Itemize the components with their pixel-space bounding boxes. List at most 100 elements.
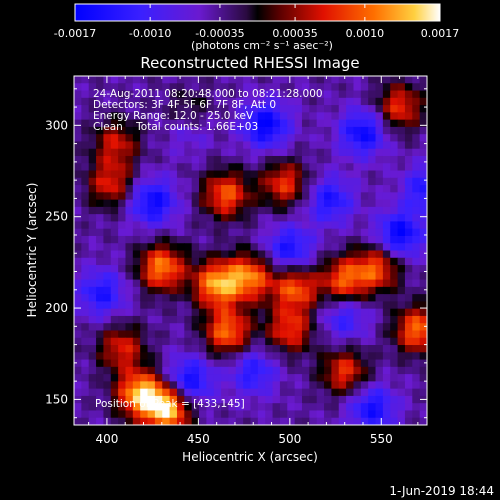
heatmap-cell bbox=[147, 105, 156, 113]
heatmap-cell bbox=[96, 315, 105, 324]
heatmap-cell bbox=[184, 112, 193, 121]
heatmap-cell bbox=[110, 76, 119, 84]
heatmap-cell bbox=[265, 410, 274, 419]
heatmap-cell bbox=[176, 315, 185, 324]
heatmap-cell bbox=[213, 170, 222, 179]
heatmap-cell bbox=[88, 286, 97, 295]
heatmap-cell bbox=[375, 345, 384, 353]
heatmap-cell bbox=[301, 366, 310, 375]
heatmap-cell bbox=[375, 163, 384, 172]
heatmap-cell bbox=[235, 214, 244, 223]
heatmap-cell bbox=[162, 155, 171, 164]
heatmap-cell bbox=[316, 199, 325, 208]
heatmap-cell bbox=[419, 345, 427, 353]
heatmap-cell bbox=[162, 337, 171, 346]
heatmap-cell bbox=[199, 286, 207, 295]
heatmap-cell bbox=[125, 126, 134, 135]
heatmap-cell bbox=[191, 119, 200, 128]
heatmap-cell bbox=[147, 388, 156, 397]
heatmap-cell bbox=[360, 243, 369, 252]
heatmap-cell bbox=[316, 366, 325, 375]
heatmap-cell bbox=[346, 345, 355, 353]
heatmap-cell bbox=[309, 221, 318, 230]
heatmap-cell bbox=[228, 388, 237, 397]
heatmap-cell bbox=[221, 199, 230, 208]
heatmap-cell bbox=[96, 410, 105, 419]
heatmap-cell bbox=[74, 323, 82, 332]
heatmap-cell bbox=[206, 185, 215, 193]
heatmap-cell bbox=[125, 155, 134, 164]
heatmap-cell bbox=[199, 359, 207, 368]
heatmap-cell bbox=[176, 119, 185, 128]
heatmap-cell bbox=[213, 381, 222, 390]
heatmap-cell bbox=[191, 417, 200, 425]
heatmap-cell bbox=[279, 126, 288, 135]
heatmap-cell bbox=[199, 170, 207, 179]
heatmap-cell bbox=[169, 403, 178, 412]
heatmap-cell bbox=[265, 272, 274, 281]
heatmap-cell bbox=[110, 279, 119, 288]
heatmap-cell bbox=[250, 381, 259, 390]
heatmap-cell bbox=[81, 352, 90, 361]
heatmap-cell bbox=[176, 141, 185, 150]
heatmap-cell bbox=[184, 337, 193, 346]
heatmap-cell bbox=[287, 308, 296, 317]
heatmap-cell bbox=[154, 315, 163, 324]
heatmap-cell bbox=[294, 352, 303, 361]
heatmap-cell bbox=[360, 90, 369, 99]
heatmap-cell bbox=[368, 192, 377, 201]
heatmap-cell bbox=[147, 221, 156, 230]
heatmap-cell bbox=[250, 286, 259, 295]
heatmap-cell bbox=[191, 134, 200, 143]
heatmap-cell bbox=[88, 170, 97, 179]
heatmap-cell bbox=[353, 134, 362, 143]
heatmap-cell bbox=[412, 366, 421, 375]
heatmap-cell bbox=[382, 286, 391, 295]
heatmap-cell bbox=[279, 105, 288, 113]
heatmap-cell bbox=[397, 272, 406, 281]
heatmap-cell bbox=[206, 272, 215, 281]
heatmap-cell bbox=[132, 163, 141, 172]
heatmap-cell bbox=[368, 177, 377, 186]
heatmap-cell bbox=[162, 374, 171, 382]
heatmap-cell bbox=[191, 90, 200, 99]
heatmap-cell bbox=[360, 141, 369, 150]
heatmap-cell bbox=[265, 323, 274, 332]
heatmap-cell bbox=[243, 170, 252, 179]
heatmap-cell bbox=[199, 221, 207, 230]
heatmap-cell bbox=[397, 366, 406, 375]
heatmap-cell bbox=[294, 323, 303, 332]
heatmap-cell bbox=[390, 272, 399, 281]
heatmap-cell bbox=[147, 141, 156, 150]
heatmap-cell bbox=[228, 374, 237, 382]
heatmap-cell bbox=[154, 177, 163, 186]
heatmap-cell bbox=[309, 286, 318, 295]
heatmap-cell bbox=[118, 374, 127, 382]
heatmap-cell bbox=[331, 97, 340, 106]
heatmap-cell bbox=[324, 141, 332, 150]
heatmap-cell bbox=[360, 265, 369, 273]
heatmap-cell bbox=[382, 410, 391, 419]
heatmap-cell bbox=[316, 279, 325, 288]
heatmap-cell bbox=[309, 323, 318, 332]
heatmap-cell bbox=[169, 388, 178, 397]
heatmap-cell bbox=[81, 163, 90, 172]
heatmap-cell bbox=[125, 301, 134, 310]
heatmap-cell bbox=[221, 163, 230, 172]
heatmap-cell bbox=[412, 345, 421, 353]
heatmap-cell bbox=[419, 308, 427, 317]
heatmap-cell bbox=[397, 119, 406, 128]
heatmap-cell bbox=[110, 206, 119, 215]
heatmap-cell bbox=[338, 337, 347, 346]
heatmap-cell bbox=[154, 119, 163, 128]
heatmap-cell bbox=[265, 315, 274, 324]
heatmap-cell bbox=[228, 235, 237, 244]
heatmap-cell bbox=[287, 345, 296, 353]
heatmap-cell bbox=[287, 323, 296, 332]
heatmap-cell bbox=[301, 90, 310, 99]
heatmap-cell bbox=[88, 119, 97, 128]
heatmap-cell bbox=[88, 417, 97, 425]
heatmap-cell bbox=[228, 206, 237, 215]
heatmap-cell bbox=[96, 105, 105, 113]
heatmap-cell bbox=[228, 257, 237, 266]
